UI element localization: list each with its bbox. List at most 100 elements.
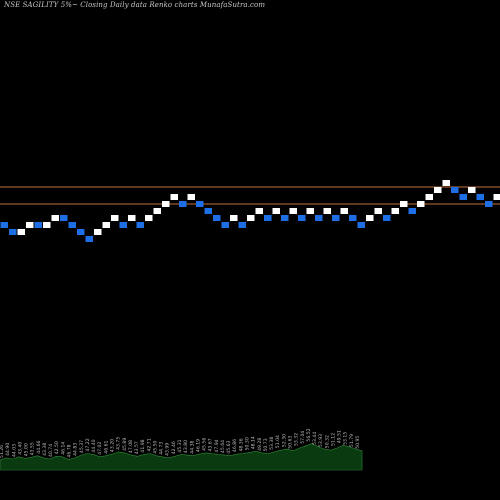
volume-label: 43.40 [17,442,23,455]
renko-brick [77,229,85,235]
renko-brick [128,215,136,221]
renko-brick [102,222,110,228]
renko-brick [170,194,178,200]
renko-brick [255,208,263,214]
volume-label: 41.98 [140,439,146,452]
renko-brick [459,194,467,200]
volume-label: 42.71 [146,438,152,451]
renko-brick [60,215,68,221]
renko-brick [281,215,289,221]
renko-brick [340,208,348,214]
volume-label: 42.46 [171,441,177,454]
volume-label: 53.93 [318,434,324,447]
volume-label: 45.89 [122,438,128,451]
volume-label: 53.15 [343,432,349,445]
renko-brick [94,229,102,235]
renko-brick [374,208,382,214]
volume-label: 45.63 [226,440,232,453]
renko-brick [485,201,493,207]
volume-label: 46.86 [232,439,238,452]
renko-brick [476,194,484,200]
renko-brick [0,222,8,228]
renko-brick [323,208,331,214]
volume-label: 45.64 [220,440,226,453]
renko-brick [468,187,476,193]
volume-label: 45.56 [202,438,208,451]
volume-label: 50.63 [288,436,294,449]
renko-brick [425,194,433,200]
renko-brick [51,215,59,221]
renko-brick [230,215,238,221]
renko-brick [136,222,144,228]
renko-brick [408,208,416,214]
volume-label: 44.73 [159,442,165,455]
renko-brick [298,215,306,221]
volume-label: 45.50 [152,440,158,453]
reference-levels [0,186,500,205]
renko-brick [434,187,442,193]
volume-label: 56.52 [306,428,312,441]
renko-brick [196,201,204,207]
volume-label: 44.90 [5,443,11,456]
renko-brick [9,229,17,235]
renko-brick [179,201,187,207]
volume-label: 57.04 [300,431,306,444]
volume-label: 40.74 [48,444,54,457]
volume-label: 51.79 [349,434,355,447]
volume-label: 47.08 [128,440,134,453]
renko-brick [221,222,229,228]
volume-label: 43.38 [42,443,48,456]
chart-title: NSE SAGILITY 5%~ Closing Daily data Renk… [4,1,266,9]
volume-label: 53.38 [269,437,275,450]
volume-label: 43.99 [165,443,171,456]
volume-label: 50.32 [324,435,330,448]
renko-brick [247,215,255,221]
volume-label: 53.44 [312,432,318,445]
renko-brick [306,208,314,214]
renko-brick [43,222,51,228]
renko-brick [26,222,34,228]
volume-label: 42.50 [54,441,60,454]
volume-label: 44.40 [91,439,97,452]
renko-brick [357,222,365,228]
volume-label: 49.28 [257,438,263,451]
volume-label: 43.55 [30,442,36,455]
volume-label: 51.12 [330,433,336,446]
renko-brick [264,215,272,221]
renko-brick [238,222,246,228]
volume-label: 50.30 [245,437,251,450]
renko-brick [204,208,212,214]
volume-label: 44.03 [11,444,17,457]
renko-brick [289,208,297,214]
volume-label: 51.26 [0,445,5,458]
renko-brick [187,194,195,200]
volume-panel [0,443,363,471]
renko-brick [383,215,391,221]
renko-brick [272,208,280,214]
renko-brick [111,215,119,221]
renko-brick [315,215,323,221]
renko-brick [162,201,170,207]
volume-label: 53.32 [294,433,300,446]
volume-label: 43.80 [183,440,189,453]
volume-label: 48.36 [238,438,244,451]
volume-label: 49.51 [337,430,343,443]
renko-brick [391,208,399,214]
volume-label: 51.04 [275,435,281,448]
renko-brick [349,215,357,221]
volume-label: 43.20 [110,439,116,452]
volume-label: 47.02 [97,442,103,455]
renko-brick [400,201,408,207]
volume-label: 46.19 [195,439,201,452]
renko-brick [493,194,500,200]
volume-label: 47.22 [85,438,91,451]
volume-label: 45.37 [79,440,85,453]
volume-label: 43.75 [116,437,122,450]
volume-label: 47.94 [214,439,220,452]
volume-area [0,443,363,471]
renko-brick [417,201,425,207]
renko-brick [145,215,153,221]
volume-label: 46.61 [103,440,109,453]
volume-label: 50.95 [355,436,361,449]
